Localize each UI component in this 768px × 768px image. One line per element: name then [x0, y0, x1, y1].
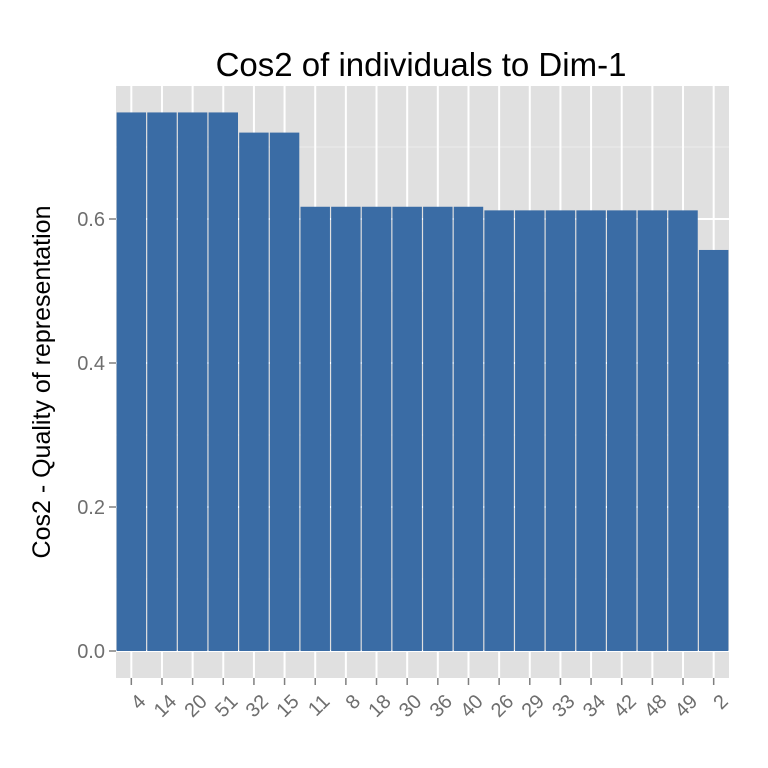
x-axis: 4 14 20 51 32 15 11 8 18 30 36 40 26 29 33 34 42 48 49 2 [127, 678, 733, 722]
x-tick-label: 20 [180, 691, 211, 722]
x-tick-label: 33 [548, 691, 579, 722]
y-axis: 0.0 0.2 0.4 0.6 [77, 209, 116, 663]
bar-51 [208, 112, 238, 651]
x-tick-label: 8 [342, 691, 365, 714]
x-tick-label: 42 [610, 691, 641, 722]
bar-8 [331, 206, 361, 651]
bar-29 [515, 210, 545, 652]
chart-title: Cos2 of individuals to Dim-1 [216, 46, 627, 83]
x-tick-label: 30 [395, 691, 426, 722]
x-tick-label: 15 [272, 691, 303, 722]
bar-11 [300, 206, 330, 651]
y-tick-label: 0.0 [77, 641, 105, 663]
x-tick-label: 11 [304, 691, 334, 721]
y-tick-label: 0.6 [77, 209, 105, 231]
x-tick-label: 32 [242, 691, 273, 722]
bar-33 [545, 210, 576, 652]
x-tick-label: 2 [709, 691, 732, 714]
x-tick-label: 29 [518, 691, 549, 722]
x-tick-label: 14 [150, 691, 181, 722]
bar-26 [484, 210, 514, 652]
x-tick-label: 48 [640, 691, 671, 722]
bar-15 [269, 132, 300, 652]
bar-18 [361, 206, 392, 651]
plot-panel [116, 86, 729, 678]
bar-20 [177, 112, 208, 651]
x-tick-label: 36 [426, 691, 457, 722]
bar-14 [147, 112, 177, 651]
bars [116, 112, 729, 652]
bar-42 [607, 210, 637, 652]
bar-30 [392, 206, 422, 651]
x-tick-label: 18 [364, 691, 395, 722]
bar-48 [637, 210, 668, 652]
bar-4 [116, 112, 147, 651]
bar-49 [668, 210, 698, 652]
bar-40 [453, 206, 484, 651]
bar-2 [698, 249, 729, 651]
x-tick-label: 4 [127, 691, 150, 714]
x-tick-label: 34 [579, 691, 610, 722]
x-tick-label: 26 [487, 691, 518, 722]
y-tick-label: 0.2 [77, 497, 105, 519]
x-tick-label: 49 [671, 691, 702, 722]
bar-36 [423, 206, 453, 651]
bar-34 [576, 210, 606, 652]
y-tick-label: 0.4 [77, 353, 105, 375]
bar-32 [239, 132, 269, 652]
y-axis-title: Cos2 - Quality of representation [28, 206, 56, 559]
x-tick-label: 40 [456, 691, 487, 722]
x-tick-label: 51 [211, 691, 242, 722]
